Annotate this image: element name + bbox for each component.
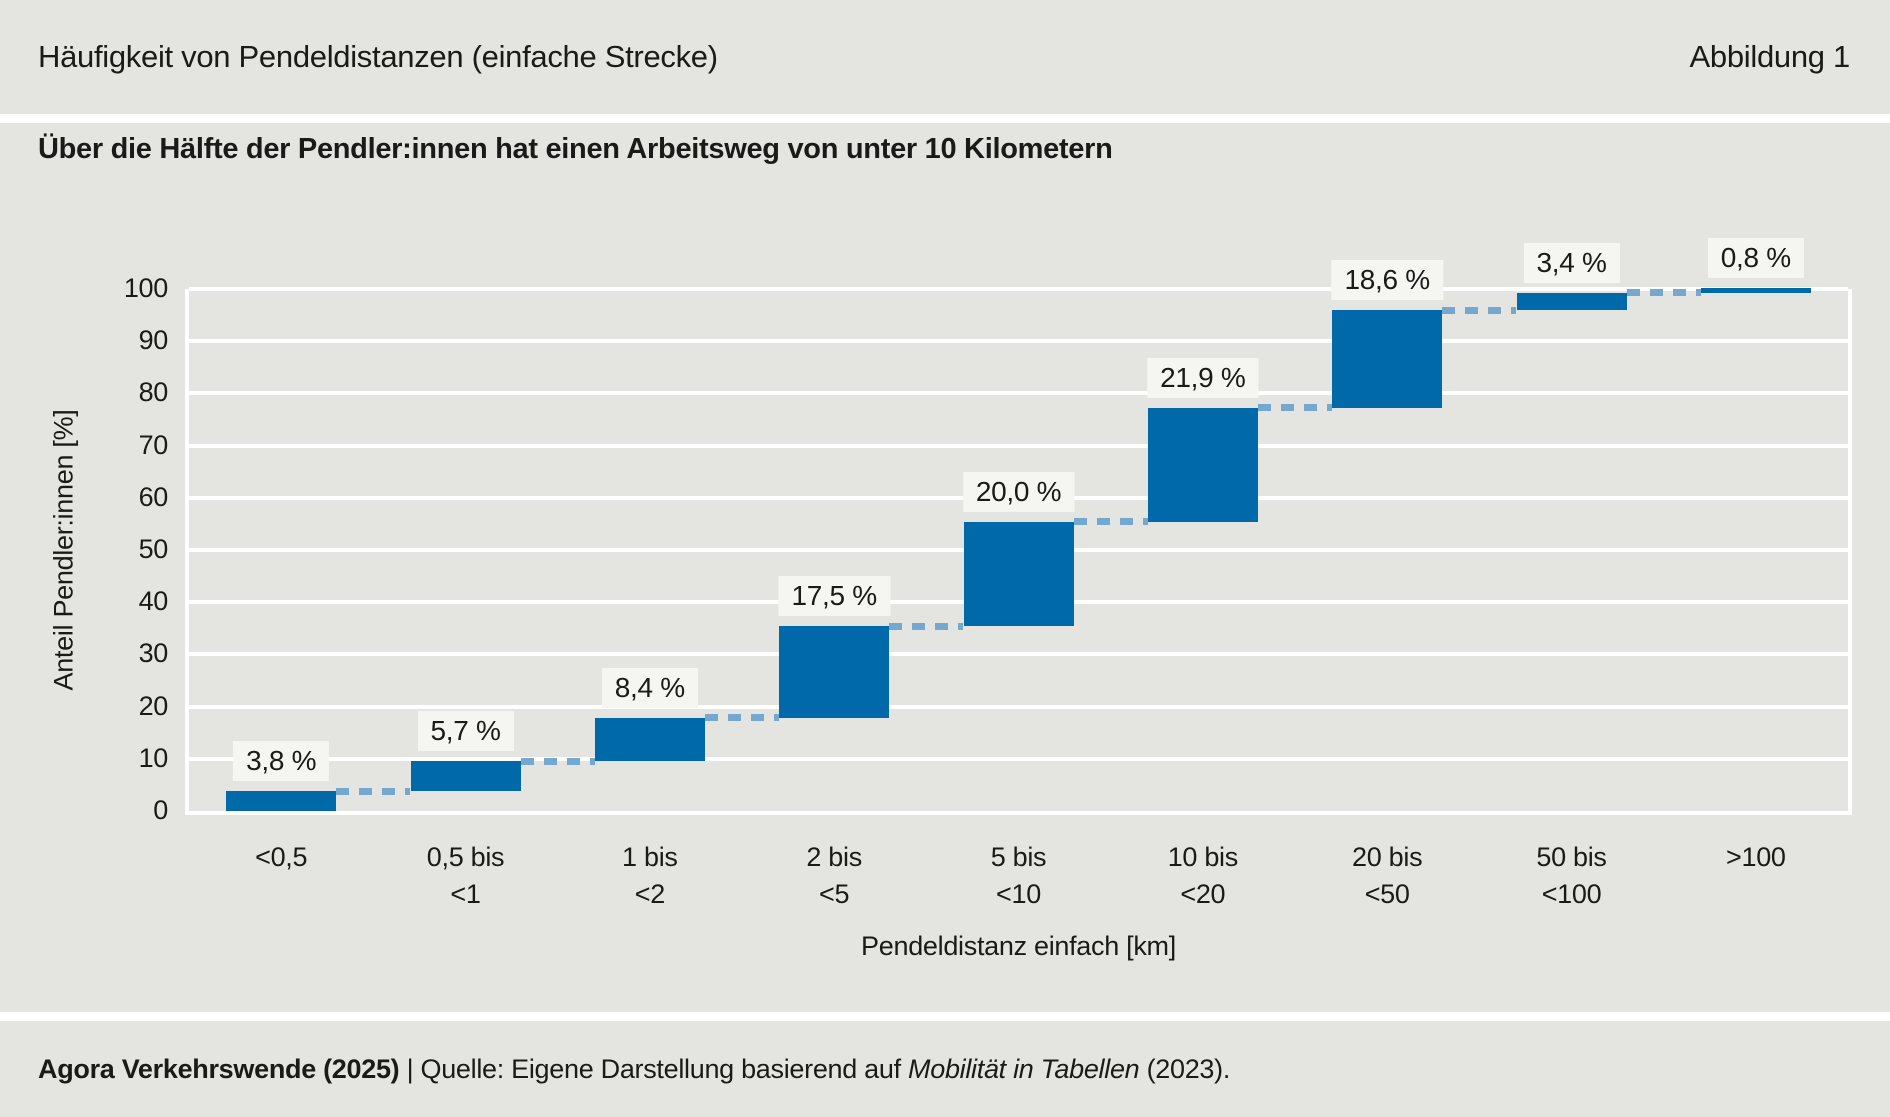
- x-tick-4: 2 bis <5: [806, 842, 862, 909]
- step-connector-4: [889, 622, 964, 630]
- x-tick-9: >100: [1726, 842, 1786, 872]
- bar-segment-2: [410, 761, 521, 792]
- x-tick-7: 20 bis <50: [1352, 842, 1423, 909]
- chart-title: Über die Hälfte der Pendler:innen hat ei…: [38, 133, 1113, 165]
- x-tick-6: 10 bis <20: [1167, 842, 1239, 909]
- figure-header-title: Häufigkeit von Pendeldistanzen (einfache…: [38, 39, 718, 74]
- gridline-100: [189, 287, 1848, 291]
- x-tick-2: 0,5 bis <1: [426, 842, 505, 909]
- x-tick-3: 1 bis <2: [622, 842, 678, 909]
- figure-header: Häufigkeit von Pendeldistanzen (einfache…: [0, 0, 1890, 114]
- chart-panel: Über die Hälfte der Pendler:innen hat ei…: [0, 123, 1890, 1012]
- source-line: Agora Verkehrswende (2025) | Quelle: Eig…: [38, 1054, 1230, 1085]
- y-tick-0: 0: [153, 795, 168, 825]
- y-tick-60: 60: [138, 481, 169, 512]
- x-axis-title: Pendeldistanz einfach [km]: [861, 931, 1176, 961]
- value-label-7: 18,6 %: [1331, 260, 1443, 301]
- y-tick-10: 10: [138, 742, 169, 773]
- source-separator: |: [406, 1053, 414, 1084]
- y-tick-70: 70: [138, 429, 169, 460]
- source-year: (2023).: [1146, 1053, 1231, 1084]
- bar-segment-8: [1516, 292, 1627, 311]
- value-label-4: 17,5 %: [778, 576, 890, 617]
- bar-segment-9: [1700, 288, 1811, 293]
- step-connector-2: [520, 757, 595, 765]
- bar-segment-3: [594, 717, 705, 762]
- gridline-90: [189, 339, 1848, 344]
- value-label-1: 3,8 %: [233, 741, 330, 782]
- step-connector-7: [1442, 306, 1517, 314]
- y-tick-90: 90: [138, 325, 169, 356]
- y-tick-50: 50: [138, 534, 169, 564]
- value-label-6: 21,9 %: [1147, 357, 1259, 398]
- value-label-3: 8,4 %: [601, 667, 698, 708]
- gridline-70: [189, 443, 1848, 448]
- figure-number-label: Abbildung 1: [1689, 39, 1851, 74]
- source-work-title: Mobilität in Tabellen: [908, 1053, 1140, 1084]
- value-label-8: 3,4 %: [1523, 242, 1620, 283]
- bar-segment-1: [226, 791, 337, 811]
- value-label-5: 20,0 %: [962, 471, 1075, 512]
- value-label-9: 0,8 %: [1707, 238, 1804, 279]
- y-tick-20: 20: [138, 690, 169, 721]
- y-tick-100: 100: [123, 273, 168, 303]
- source-text: Quelle: Eigene Darstellung basierend auf: [420, 1053, 902, 1084]
- figure-footer: Agora Verkehrswende (2025) | Quelle: Eig…: [0, 1021, 1890, 1117]
- value-label-2: 5,7 %: [417, 711, 514, 752]
- bar-segment-4: [779, 626, 890, 718]
- plot-area: 3,8 % 5,7 % 8,4 % 17,5 % 20,0 % 21,9 % 18,6 % 3…: [185, 238, 1852, 815]
- bar-segment-5: [963, 521, 1074, 627]
- gridline-10: [189, 756, 1848, 761]
- gridline-20: [189, 704, 1848, 709]
- step-connector-8: [1626, 289, 1701, 297]
- step-connector-1: [336, 787, 411, 795]
- x-tick-8: 50 bis <100: [1536, 842, 1607, 909]
- step-connector-6: [1257, 404, 1333, 411]
- source-publisher: Agora Verkehrswende (2025): [38, 1053, 400, 1084]
- y-tick-80: 80: [138, 377, 169, 408]
- bar-segment-6: [1147, 407, 1258, 522]
- y-tick-40: 40: [138, 586, 169, 617]
- gridline-30: [189, 652, 1848, 657]
- gridline-80: [189, 391, 1848, 396]
- x-tick-1: <0,5: [255, 842, 308, 872]
- y-tick-30: 30: [138, 638, 169, 669]
- step-connector-3: [704, 714, 780, 722]
- x-tick-5: 5 bis <10: [990, 842, 1047, 909]
- step-connector-5: [1073, 518, 1148, 526]
- bar-segment-7: [1332, 310, 1443, 408]
